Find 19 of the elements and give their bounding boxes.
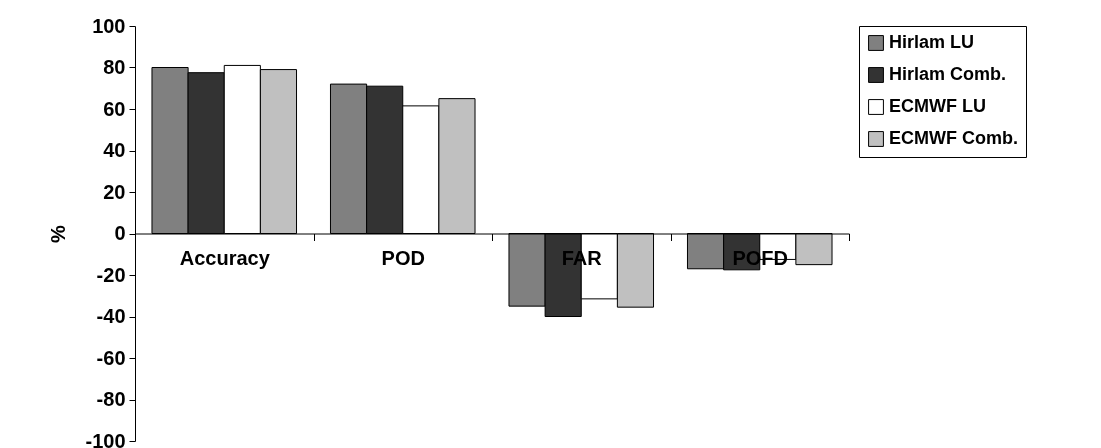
y-tick-label: 20	[103, 180, 126, 203]
legend-label: ECMWF Comb.	[889, 128, 1018, 148]
y-tick-label: 100	[92, 14, 126, 37]
x-tick-label: FAR	[561, 247, 603, 269]
y-tick-label: -20	[96, 263, 126, 286]
legend-label: Hirlam Comb.	[889, 64, 1007, 84]
y-tick-label: -60	[96, 346, 126, 369]
y-axis-title: %	[47, 224, 70, 243]
legend-label: Hirlam LU	[889, 32, 975, 52]
y-tick-label: -100	[85, 429, 126, 448]
x-tick-label: Accuracy	[179, 247, 271, 269]
y-tick-label: 40	[103, 139, 126, 161]
y-tick-label: 60	[103, 97, 126, 120]
y-tick-label: -40	[96, 305, 126, 327]
x-tick-label: POD	[381, 247, 425, 269]
y-tick-label: -80	[96, 388, 126, 410]
y-tick-label: 0	[114, 222, 126, 244]
y-tick-label: 80	[103, 56, 126, 78]
legend-label: ECMWF LU	[889, 96, 986, 116]
